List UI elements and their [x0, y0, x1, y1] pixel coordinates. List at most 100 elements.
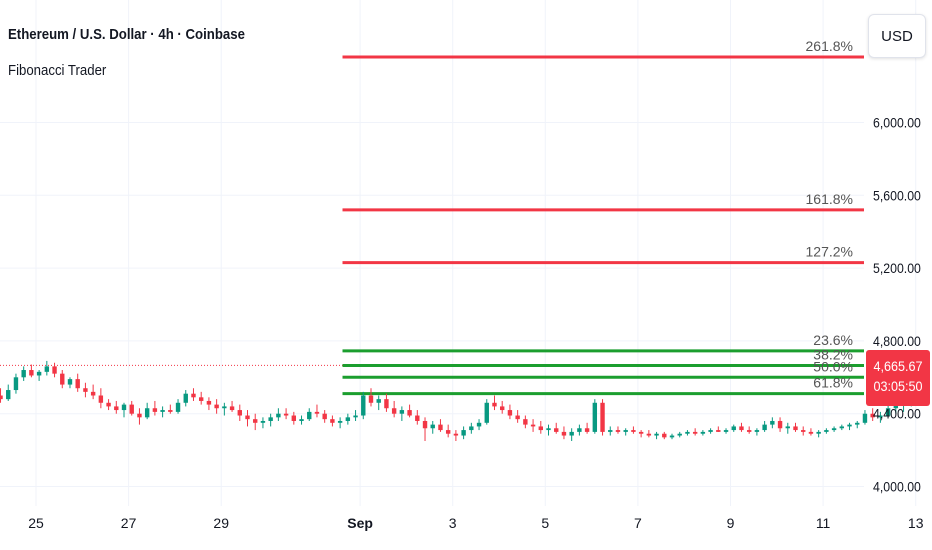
time-tick-label: 7 [634, 515, 642, 531]
time-tick-label: Sep [347, 515, 373, 531]
price-tick-label: 4,800.00 [873, 333, 921, 349]
candle-body [90, 391, 96, 396]
candle-body [746, 430, 752, 432]
candle-body [283, 413, 289, 416]
symbol-title[interactable]: Ethereum / U.S. Dollar · 4h · Coinbase [8, 26, 245, 43]
candle-body [692, 431, 698, 434]
candle-body [469, 426, 474, 431]
time-tick-label: 3 [449, 515, 457, 531]
candle-body [191, 393, 196, 398]
price-tick-label: 4,400.00 [873, 406, 921, 422]
candle-body [615, 430, 621, 432]
candle-body [98, 395, 104, 403]
candle-body [415, 415, 420, 421]
fib-level-label: 61.8% [813, 375, 853, 391]
candle-body [399, 410, 405, 414]
candle-body [801, 430, 806, 432]
candle-body [484, 402, 489, 423]
candle-body [307, 411, 312, 420]
fib-level-label: 23.6% [813, 332, 853, 348]
fib-level-label: 261.8% [806, 38, 853, 54]
fib-level-label: 127.2% [806, 244, 853, 260]
candle-body [445, 430, 451, 434]
candle-body [198, 397, 204, 401]
candle-body [461, 430, 466, 436]
currency-button[interactable]: USD [868, 14, 926, 58]
last-price-tag: 4,665.67 03:05:50 [866, 350, 930, 406]
candle-body [777, 420, 783, 429]
candle-body [60, 373, 65, 385]
candle-body [592, 402, 598, 432]
candle-body [245, 415, 250, 420]
candle-body [538, 426, 543, 431]
candle-body [685, 431, 690, 434]
candle-body [530, 424, 536, 427]
price-tick-label: 5,600.00 [873, 188, 921, 204]
candle-body [276, 413, 281, 418]
candle-body [75, 379, 80, 389]
candle-body [507, 410, 513, 416]
candle-body [129, 404, 134, 414]
candle-body [762, 424, 767, 431]
candle-body [330, 419, 335, 423]
bar-countdown: 03:05:50 [873, 378, 923, 394]
candle-body [253, 419, 258, 423]
candle-body [623, 430, 628, 432]
candle-body [839, 426, 845, 429]
chart-grid [0, 0, 917, 506]
indicator-name[interactable]: Fibonacci Trader [8, 62, 107, 79]
candle-body [345, 417, 351, 421]
candle-body [731, 426, 736, 431]
candle-body [214, 404, 219, 409]
candle-body [337, 420, 343, 423]
candle-body [237, 410, 242, 416]
time-tick-label: 27 [121, 515, 137, 531]
candle-body [106, 402, 111, 407]
candle-body [577, 428, 582, 432]
candle-body [83, 388, 88, 392]
candle-body [554, 428, 559, 432]
candle-body [322, 413, 327, 420]
candle-body [847, 424, 852, 427]
candle-body [376, 399, 381, 403]
candle-body [314, 411, 320, 414]
candle-body [67, 379, 73, 385]
time-tick-label: 13 [908, 515, 924, 531]
candle-body [584, 428, 590, 432]
candle-body [222, 406, 227, 409]
candle-body [229, 406, 235, 411]
candle-body [638, 431, 644, 434]
candle-body [808, 431, 814, 434]
candle-body [885, 408, 891, 416]
candle-body [21, 370, 26, 378]
candle-body [870, 413, 875, 418]
candle-body [893, 404, 899, 409]
candle-body [44, 366, 50, 372]
candle-body [646, 433, 652, 436]
candle-body [52, 366, 57, 374]
candle-body [515, 415, 520, 420]
candle-body [631, 430, 636, 432]
candlestick-series [0, 360, 929, 441]
candle-body [206, 400, 212, 405]
candle-body [175, 402, 181, 412]
candle-body [13, 377, 19, 391]
candle-body [654, 433, 659, 436]
time-tick-label: 5 [541, 515, 549, 531]
candle-body [453, 433, 459, 436]
candle-body [677, 433, 682, 436]
candle-body [816, 431, 821, 434]
candle-body [492, 402, 497, 407]
candle-body [569, 431, 574, 436]
candle-body [793, 426, 798, 431]
candle-body [561, 431, 567, 436]
time-tick-label: 11 [816, 515, 831, 531]
fib-level-label: 161.8% [806, 191, 853, 207]
fib-level-label: 38.2% [813, 346, 853, 362]
candle-body [121, 404, 127, 411]
candle-body [407, 410, 412, 416]
candle-body [183, 393, 188, 403]
candle-body [708, 430, 713, 432]
candle-body [824, 430, 829, 432]
